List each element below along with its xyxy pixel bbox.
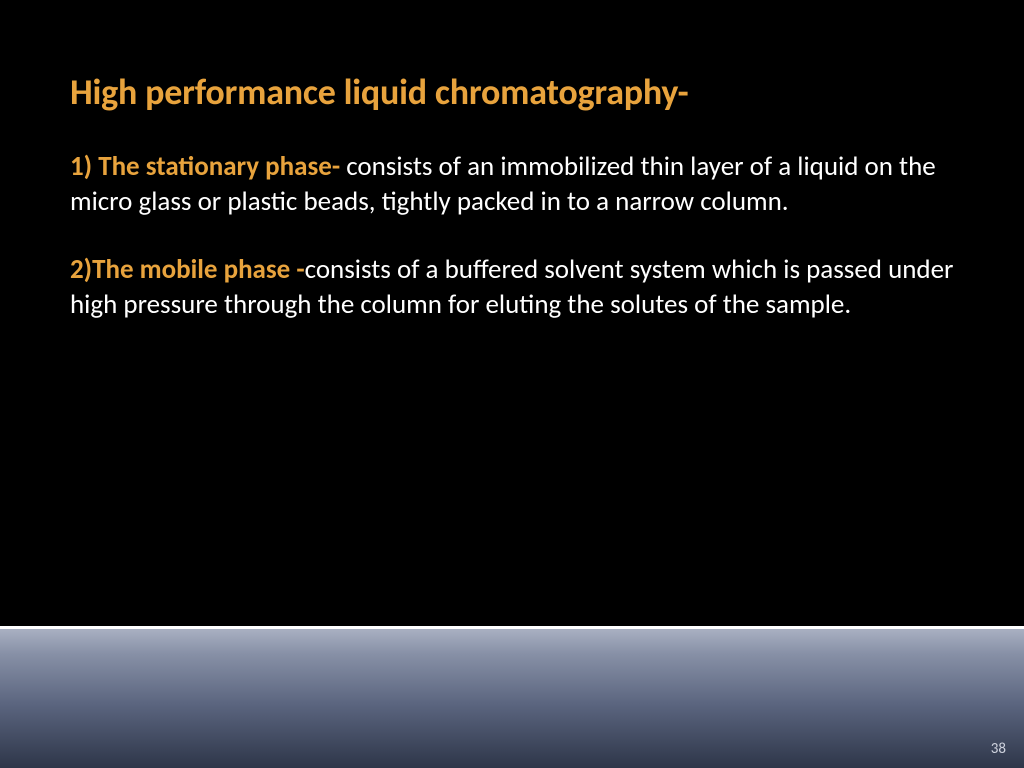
slide: High performance liquid chromatography- … xyxy=(0,0,1024,768)
slide-title: High performance liquid chromatography- xyxy=(70,70,954,114)
point-1: 1) The stationary phase- consists of an … xyxy=(70,150,954,219)
point-1-label: 1) The stationary phase- xyxy=(70,150,346,183)
point-2-label: 2)The mobile phase - xyxy=(70,253,305,286)
point-2: 2)The mobile phase -consists of a buffer… xyxy=(70,253,954,322)
slide-body: 1) The stationary phase- consists of an … xyxy=(70,150,954,322)
footer-band: 38 xyxy=(0,629,1024,768)
page-number: 38 xyxy=(991,740,1006,758)
content-area: High performance liquid chromatography- … xyxy=(0,0,1024,626)
paragraph-gap xyxy=(70,219,954,253)
